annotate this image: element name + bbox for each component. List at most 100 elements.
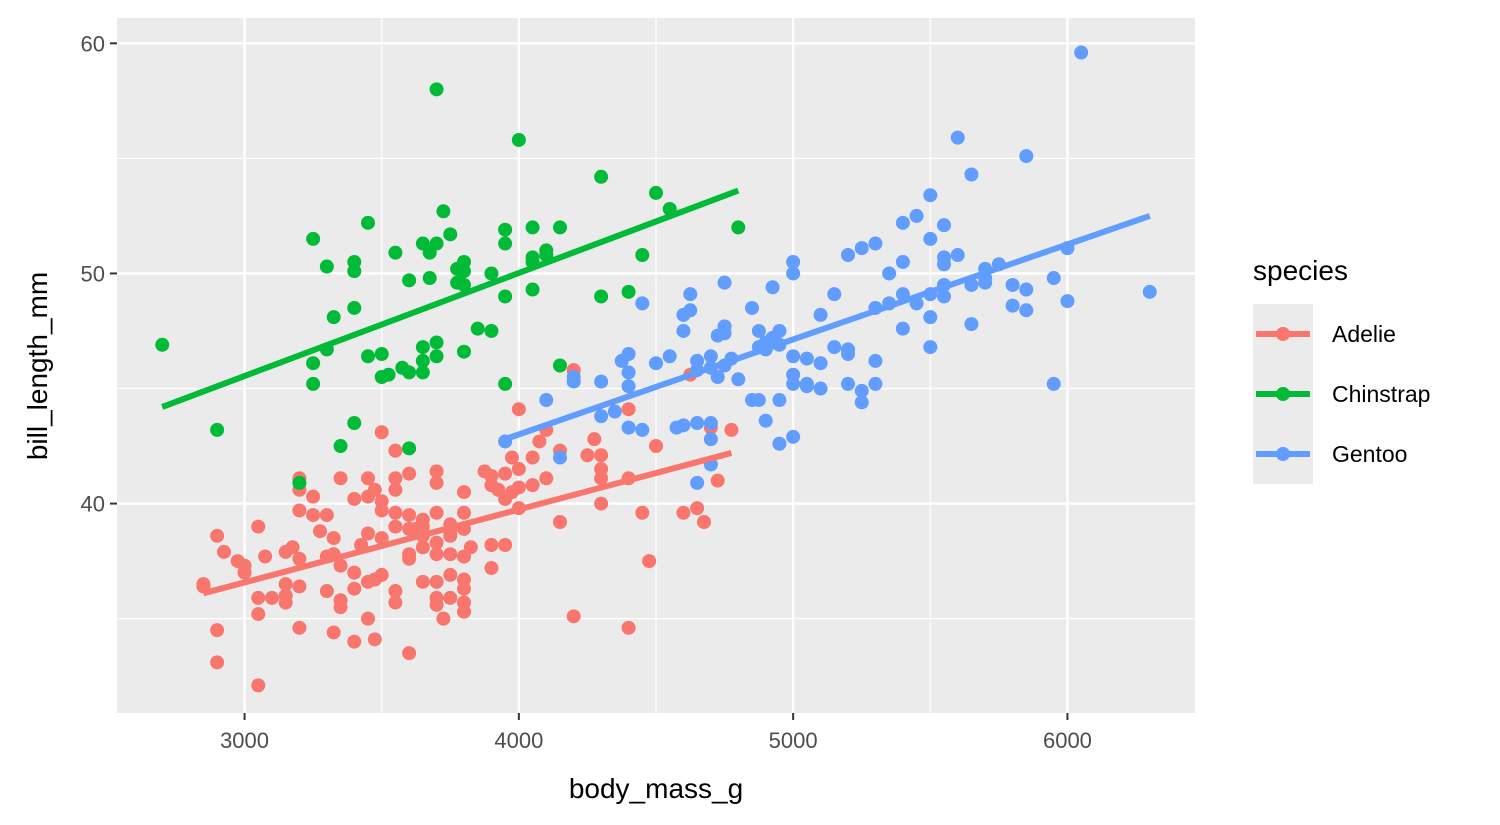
- data-point-adelie: [278, 595, 293, 610]
- data-point-chinstrap: [415, 353, 430, 368]
- data-point-adelie: [443, 547, 458, 562]
- data-point-adelie: [306, 508, 321, 523]
- data-point-chinstrap: [388, 245, 403, 260]
- data-point-adelie: [690, 501, 705, 516]
- data-point-adelie: [388, 584, 403, 599]
- data-point-gentoo: [895, 215, 910, 230]
- data-point-adelie: [292, 503, 307, 518]
- legend-label-chinstrap: Chinstrap: [1332, 381, 1430, 407]
- data-point-adelie: [539, 471, 554, 486]
- data-point-gentoo: [1074, 45, 1089, 60]
- data-point-gentoo: [745, 300, 760, 315]
- data-point-gentoo: [703, 349, 718, 364]
- data-point-adelie: [210, 655, 225, 670]
- data-point-gentoo: [827, 340, 842, 355]
- data-point-gentoo: [649, 356, 663, 371]
- data-point-chinstrap: [594, 289, 609, 304]
- data-point-adelie: [429, 464, 444, 479]
- data-point-adelie: [697, 514, 712, 529]
- data-point-adelie: [525, 478, 540, 493]
- data-point-chinstrap: [429, 349, 444, 364]
- data-point-adelie: [347, 491, 362, 506]
- data-point-adelie: [319, 584, 334, 599]
- data-point-chinstrap: [484, 323, 499, 338]
- data-point-gentoo: [758, 413, 773, 428]
- data-point-chinstrap: [429, 82, 444, 97]
- data-point-chinstrap: [443, 227, 458, 242]
- data-point-adelie: [429, 505, 444, 520]
- data-point-gentoo: [923, 340, 938, 355]
- data-point-adelie: [251, 678, 266, 693]
- data-point-gentoo: [607, 404, 622, 419]
- x-tick-label: 5000: [769, 728, 818, 753]
- data-point-adelie: [292, 579, 307, 594]
- data-point-chinstrap: [374, 346, 389, 361]
- data-point-gentoo: [683, 287, 698, 302]
- data-point-gentoo: [690, 475, 705, 490]
- data-point-chinstrap: [429, 236, 444, 251]
- data-point-chinstrap: [422, 271, 437, 286]
- data-point-chinstrap: [326, 310, 341, 325]
- data-point-adelie: [360, 611, 375, 626]
- data-point-adelie: [443, 528, 458, 543]
- data-point-adelie: [216, 544, 231, 559]
- data-point-adelie: [312, 524, 327, 539]
- data-point-adelie: [374, 567, 389, 582]
- data-point-chinstrap: [306, 376, 321, 391]
- data-point-adelie: [264, 590, 279, 605]
- data-point-adelie: [511, 480, 526, 495]
- data-point-chinstrap: [649, 185, 663, 200]
- data-point-chinstrap: [594, 169, 609, 184]
- data-point-adelie: [594, 471, 609, 486]
- legend-label-adelie: Adelie: [1332, 321, 1396, 347]
- data-point-adelie: [333, 471, 348, 486]
- data-point-gentoo: [937, 218, 952, 233]
- data-point-chinstrap: [347, 264, 362, 279]
- data-point-gentoo: [923, 310, 938, 325]
- x-axis-title: body_mass_g: [569, 773, 743, 804]
- data-point-chinstrap: [731, 220, 746, 235]
- data-point-adelie: [374, 425, 389, 440]
- data-point-adelie: [367, 632, 382, 647]
- data-point-gentoo: [909, 208, 924, 223]
- data-point-adelie: [429, 547, 444, 562]
- data-point-chinstrap: [347, 300, 362, 315]
- data-point-adelie: [594, 448, 609, 463]
- data-point-adelie: [456, 485, 471, 500]
- data-point-chinstrap: [292, 475, 307, 490]
- data-point-gentoo: [662, 349, 677, 364]
- data-point-chinstrap: [429, 335, 444, 350]
- data-point-adelie: [347, 634, 362, 649]
- data-point-chinstrap: [210, 422, 225, 437]
- data-point-gentoo: [1046, 271, 1061, 286]
- data-point-gentoo: [937, 257, 952, 272]
- data-point-gentoo: [799, 351, 814, 366]
- data-point-gentoo: [1060, 294, 1075, 309]
- data-point-chinstrap: [402, 365, 417, 380]
- data-point-adelie: [374, 531, 389, 546]
- y-tick-label: 40: [81, 492, 105, 517]
- data-point-gentoo: [703, 432, 718, 447]
- data-point-gentoo: [854, 241, 869, 256]
- data-point-gentoo: [1142, 284, 1157, 299]
- data-point-gentoo: [1005, 277, 1020, 292]
- data-point-adelie: [429, 535, 444, 550]
- data-point-gentoo: [786, 349, 801, 364]
- data-point-adelie: [642, 554, 657, 569]
- data-point-adelie: [415, 540, 430, 555]
- data-point-adelie: [580, 448, 595, 463]
- data-point-gentoo: [895, 321, 910, 336]
- data-point-gentoo: [950, 248, 965, 263]
- data-point-gentoo: [813, 307, 828, 322]
- data-point-chinstrap: [498, 236, 513, 251]
- data-point-chinstrap: [552, 358, 567, 373]
- data-point-chinstrap: [525, 282, 540, 297]
- data-point-adelie: [210, 623, 225, 638]
- data-point-chinstrap: [498, 222, 513, 237]
- data-point-adelie: [649, 439, 663, 454]
- data-point-gentoo: [751, 323, 766, 338]
- legend-key-point-gentoo: [1276, 447, 1290, 461]
- data-point-adelie: [415, 574, 430, 589]
- data-point-adelie: [621, 620, 636, 635]
